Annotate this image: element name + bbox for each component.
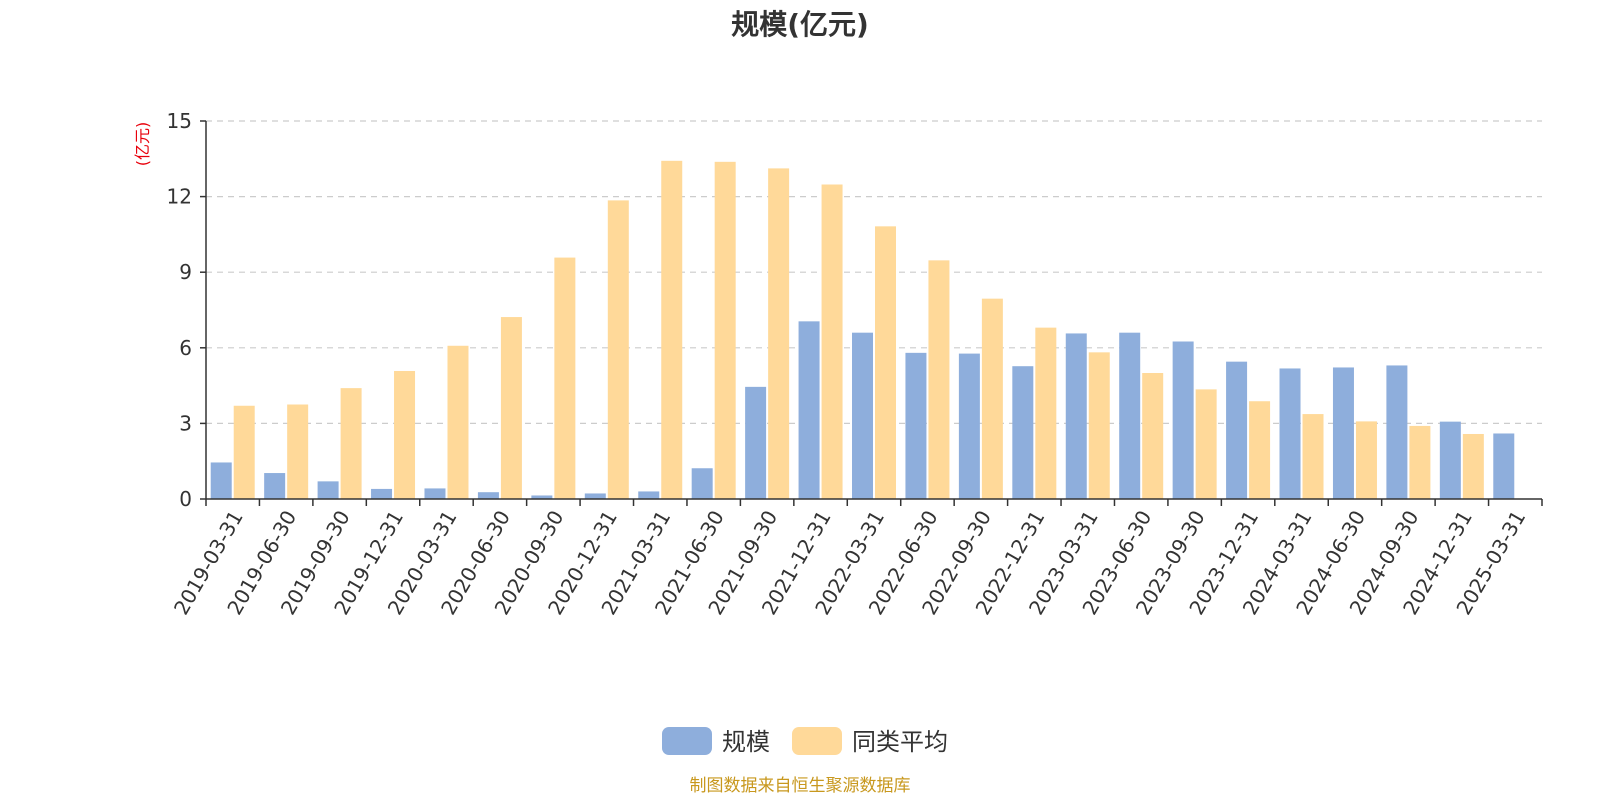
bar-scale: [371, 488, 393, 499]
bar-scale: [531, 495, 553, 499]
bar-scale: [638, 491, 660, 499]
bar-scale: [798, 321, 820, 499]
bar-scale: [745, 386, 767, 499]
bar-scale: [1493, 433, 1515, 499]
legend-swatch: [662, 727, 712, 755]
chart-title: 规模(亿元): [731, 8, 869, 41]
axes: [200, 120, 1543, 506]
bar-category-average: [928, 260, 950, 499]
bar-scale: [958, 353, 980, 499]
bar-category-average: [875, 226, 896, 499]
legend-label: 同类平均: [852, 728, 948, 756]
y-tick-label: 0: [179, 487, 192, 511]
bar-category-average: [821, 184, 843, 499]
bar-scale: [584, 493, 606, 499]
bar-scale: [1439, 421, 1461, 499]
bar-category-average: [340, 388, 362, 499]
bar-scale: [317, 481, 339, 499]
bar-scale: [1279, 368, 1301, 499]
bar-scale: [905, 352, 927, 499]
bar-scale: [1065, 333, 1087, 499]
bar-category-average: [1355, 421, 1377, 499]
y-tick-labels: 0 3 6 9 12 15: [167, 109, 192, 511]
bar-scale: [1119, 332, 1141, 499]
bar-category-average: [768, 168, 790, 499]
bar-category-average: [394, 370, 416, 499]
bar-category-average: [607, 200, 629, 499]
bar-category-average: [1195, 389, 1217, 499]
bar-scale: [477, 492, 499, 499]
bar-scale: [424, 488, 446, 499]
bar-category-average: [233, 405, 255, 499]
y-tick-label: 15: [167, 109, 192, 133]
bar-scale: [264, 473, 286, 499]
bar-scale: [1012, 366, 1034, 499]
y-tick-label: 6: [179, 336, 192, 360]
bar-category-average: [981, 298, 1003, 499]
bar-scale: [852, 332, 873, 499]
y-tick-label: 12: [167, 185, 192, 209]
bar-scale: [210, 462, 232, 499]
bar-category-average: [1035, 327, 1057, 499]
bar-scale: [1172, 341, 1194, 499]
bar-category-average: [1142, 373, 1164, 499]
y-tick-label: 3: [179, 411, 192, 435]
legend-item-scale[interactable]: 规模: [662, 727, 770, 756]
legend: 规模 同类平均: [662, 727, 948, 756]
bar-category-average: [1249, 401, 1271, 499]
bars: [210, 160, 1515, 500]
bar-category-average: [1409, 425, 1431, 499]
bar-category-average: [1088, 352, 1110, 499]
bar-category-average: [287, 404, 309, 499]
y-axis-unit-label: (亿元): [133, 122, 152, 167]
data-source-note: 制图数据来自恒生聚源数据库: [690, 776, 911, 796]
bar-category-average: [661, 160, 683, 500]
bar-scale: [691, 468, 713, 499]
bar-category-average: [500, 317, 522, 499]
bar-category-average: [447, 345, 469, 499]
bar-category-average: [554, 257, 576, 499]
y-tick-label: 9: [179, 260, 192, 284]
legend-item-category-average[interactable]: 同类平均: [792, 727, 948, 756]
legend-swatch: [792, 727, 842, 755]
bar-category-average: [1462, 433, 1484, 499]
x-tick-labels: 2019-03-312019-06-302019-09-302019-12-31…: [169, 506, 1530, 619]
bar-scale: [1386, 365, 1408, 499]
bar-scale: [1332, 367, 1354, 499]
legend-label: 规模: [722, 728, 770, 756]
bar-category-average: [714, 161, 736, 499]
bar-category-average: [1302, 414, 1324, 499]
bar-scale: [1226, 361, 1248, 499]
